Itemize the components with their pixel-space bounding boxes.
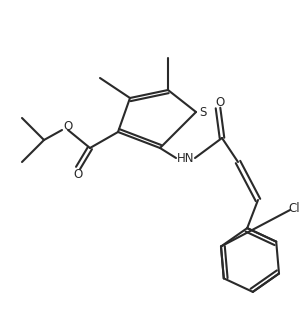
Text: O: O: [73, 168, 83, 180]
Text: Cl: Cl: [288, 202, 300, 215]
Text: O: O: [63, 121, 73, 134]
Text: HN: HN: [177, 152, 195, 164]
Text: S: S: [199, 106, 207, 118]
Text: O: O: [215, 95, 225, 108]
